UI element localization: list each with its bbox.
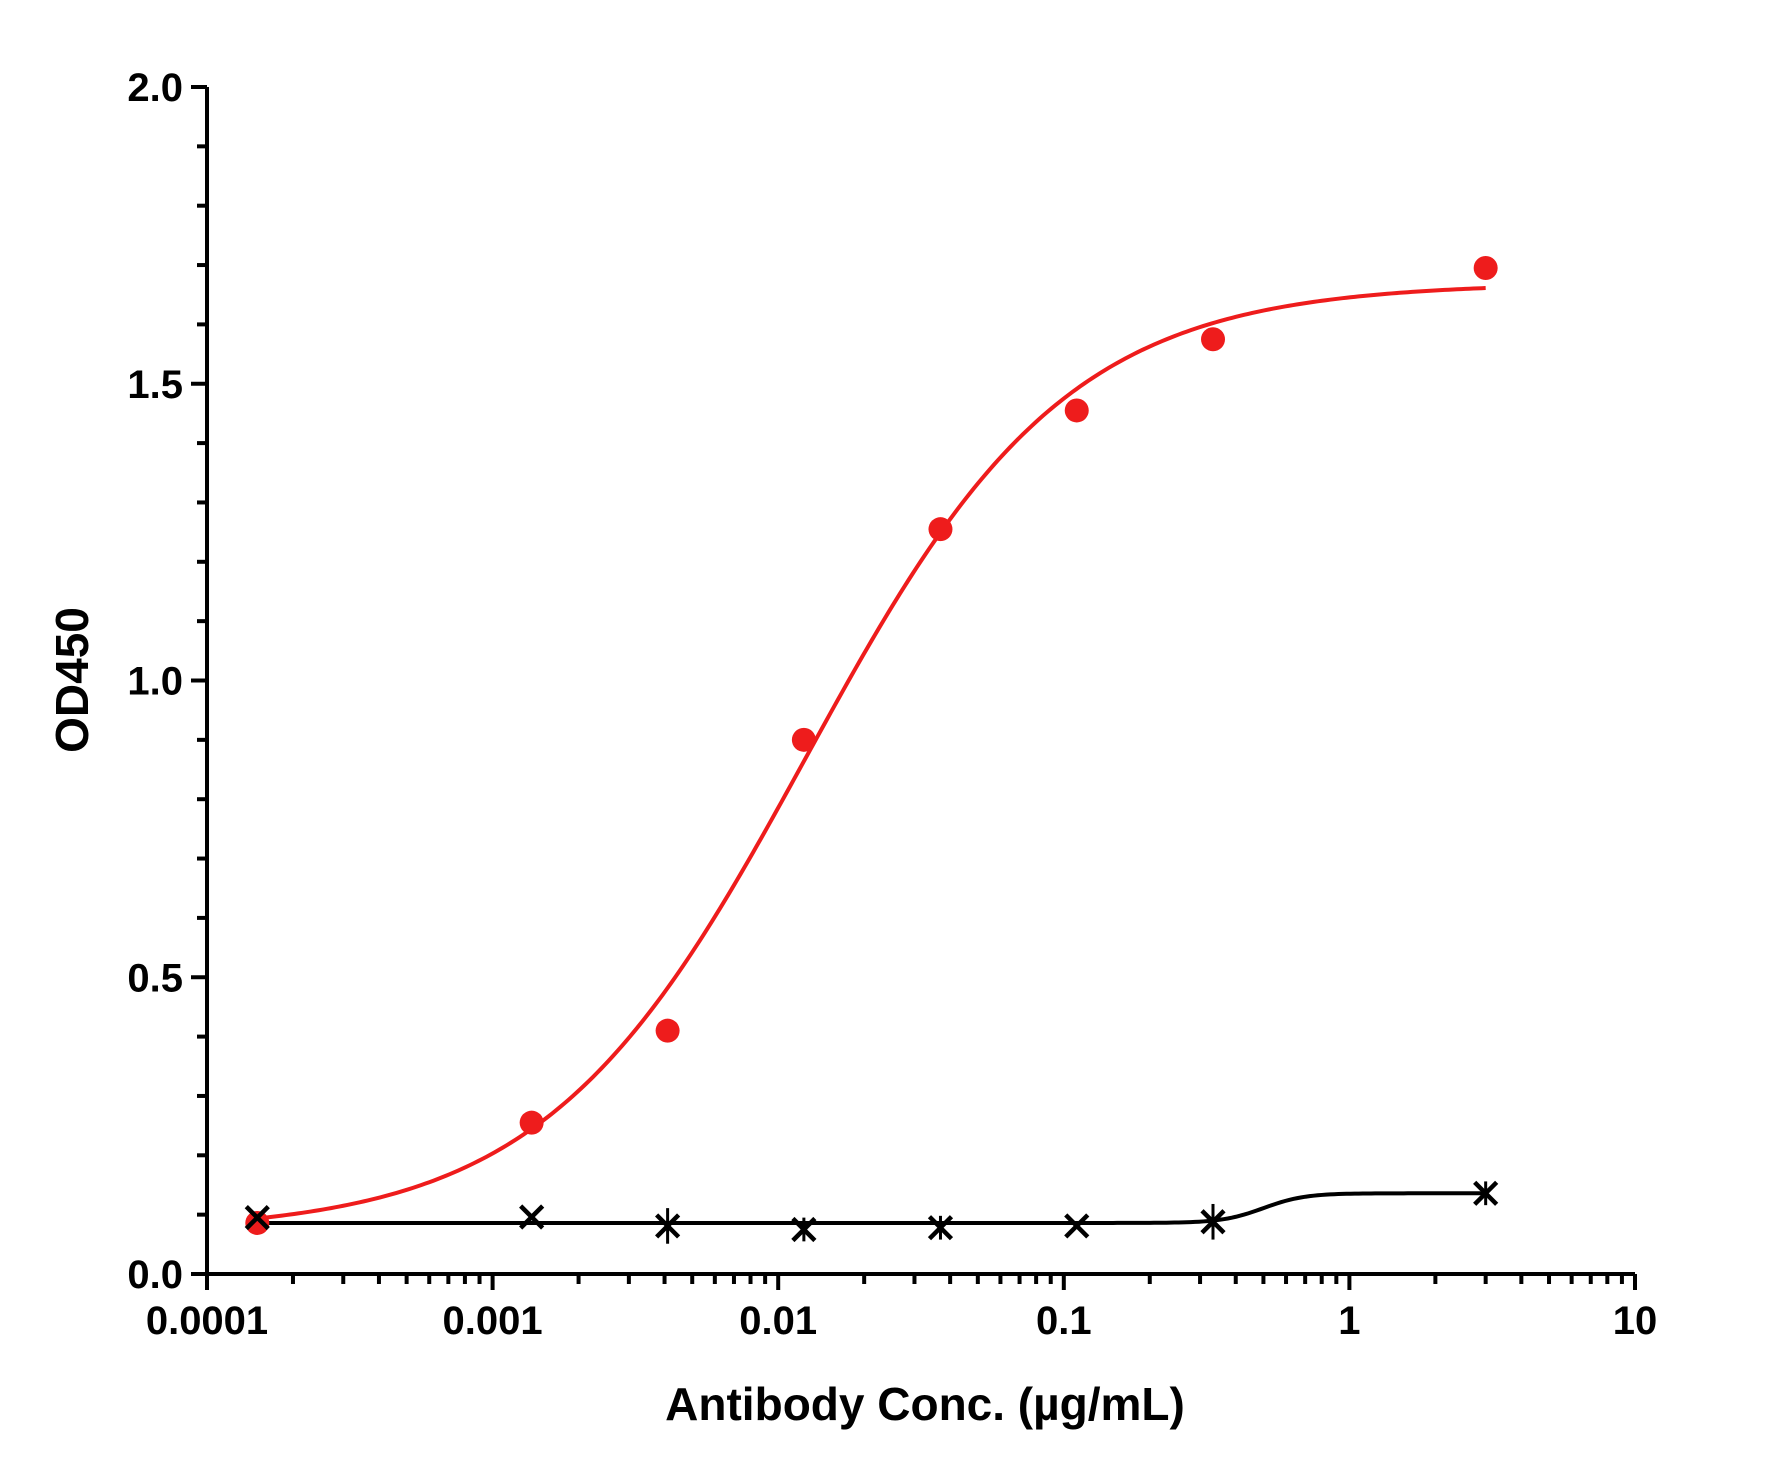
data-point-series-1 xyxy=(1473,256,1498,281)
data-point-series-2 xyxy=(1200,1203,1226,1240)
data-point-series-1 xyxy=(519,1110,544,1135)
data-points xyxy=(244,256,1499,1244)
y-tick-label: 1.0 xyxy=(127,660,183,704)
fit-curve-series-1 xyxy=(257,286,1486,1221)
axis-labels: Antibody Conc. (µg/mL) OD450 xyxy=(46,607,1185,1430)
fit-curve-series-2 xyxy=(257,1191,1486,1225)
axes: 0.0 0.5 1.0 1.5 2.0 0.0001 0.001 0.01 0.1 1 10 xyxy=(127,66,1657,1343)
y-axis-title: OD450 xyxy=(46,607,98,753)
data-point-series-2 xyxy=(244,1205,270,1231)
x-marker-stroke xyxy=(519,1204,545,1230)
x-marker-stroke xyxy=(1064,1213,1090,1239)
data-point-series-1 xyxy=(655,1018,680,1043)
data-point-series-1 xyxy=(928,517,953,542)
fit-curves xyxy=(257,286,1486,1225)
data-point-series-1 xyxy=(1064,398,1089,423)
x-tick-label: 0.0001 xyxy=(146,1299,268,1343)
x-tick-label: 1 xyxy=(1338,1299,1360,1343)
data-point-series-2 xyxy=(927,1215,954,1241)
x-axis-title: Antibody Conc. (µg/mL) xyxy=(665,1378,1185,1430)
data-point-series-2 xyxy=(1473,1180,1499,1206)
data-point-series-2 xyxy=(519,1204,545,1230)
data-point-series-1 xyxy=(245,1210,270,1235)
data-point-series-1 xyxy=(791,727,816,752)
data-point-series-2 xyxy=(791,1216,817,1243)
x-marker-stroke xyxy=(244,1205,270,1231)
data-point-series-2 xyxy=(655,1208,681,1244)
data-point-series-1 xyxy=(1201,327,1226,352)
y-tick-label: 0.0 xyxy=(127,1253,183,1297)
y-tick-label: 1.5 xyxy=(127,363,183,407)
x-tick-label: 0.01 xyxy=(739,1299,817,1343)
data-point-series-2 xyxy=(1064,1213,1090,1239)
y-tick-label: 0.5 xyxy=(127,956,183,1000)
y-tick-label: 2.0 xyxy=(127,66,183,110)
x-tick-label: 10 xyxy=(1613,1299,1658,1343)
x-tick-label: 0.1 xyxy=(1036,1299,1092,1343)
x-tick-label: 0.001 xyxy=(443,1299,543,1343)
